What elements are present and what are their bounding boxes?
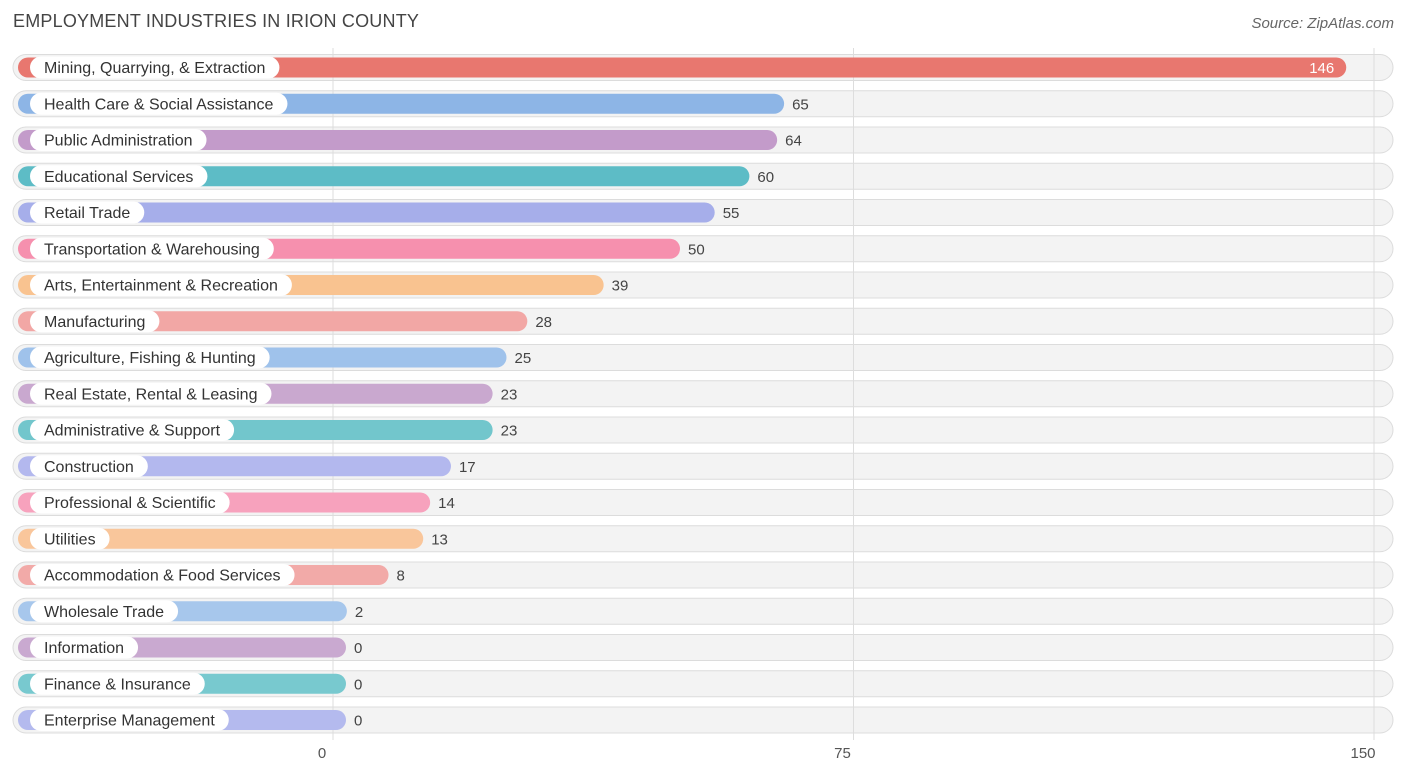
category-label-pill bbox=[30, 346, 270, 369]
bar-row: Wholesale Trade 2 bbox=[18, 600, 363, 623]
bar-row: Construction 17 bbox=[18, 455, 476, 478]
x-tick-label: 0 bbox=[318, 745, 326, 762]
value-label: 17 bbox=[459, 459, 476, 476]
category-label: Administrative & Support bbox=[44, 423, 221, 440]
value-label: 60 bbox=[757, 169, 774, 186]
category-label-pill bbox=[30, 709, 229, 731]
bar-row: Professional & Scientific 14 bbox=[18, 491, 455, 514]
category-label-pill bbox=[30, 56, 280, 79]
chart-title: EMPLOYMENT INDUSTRIES IN IRION COUNTY bbox=[13, 11, 420, 31]
value-label: 50 bbox=[688, 241, 705, 258]
category-label: Real Estate, Rental & Leasing bbox=[44, 386, 257, 403]
bar[interactable] bbox=[18, 57, 1347, 78]
bar-row: Accommodation & Food Services 8 bbox=[18, 564, 405, 586]
value-label: 146 bbox=[1309, 60, 1334, 77]
bar-row: Information 0 bbox=[18, 636, 362, 659]
category-label: Construction bbox=[44, 459, 134, 476]
bar-row: Public Administration 64 bbox=[18, 129, 802, 151]
category-label-pill bbox=[30, 600, 179, 623]
value-label: 65 bbox=[792, 96, 809, 113]
category-label-pill bbox=[30, 129, 207, 151]
category-label-pill bbox=[30, 564, 295, 586]
bar-row: Transportation & Warehousing 50 bbox=[18, 237, 705, 260]
value-label: 23 bbox=[501, 423, 518, 440]
category-label-pill bbox=[30, 165, 208, 188]
value-label: 23 bbox=[501, 386, 518, 403]
value-label: 0 bbox=[354, 676, 362, 693]
category-label-pill bbox=[30, 419, 235, 441]
bar-row: Arts, Entertainment & Recreation 39 bbox=[18, 274, 628, 296]
bar-row: Health Care & Social Assistance 65 bbox=[18, 92, 809, 115]
bar-row: Mining, Quarrying, & Extraction 146 bbox=[18, 56, 1347, 79]
value-label: 13 bbox=[431, 531, 448, 548]
category-label-pill bbox=[30, 636, 139, 659]
category-label: Retail Trade bbox=[44, 205, 130, 222]
bar-row: Agriculture, Fishing & Hunting 25 bbox=[18, 346, 532, 369]
source-label: Source: ZipAtlas.com bbox=[1251, 15, 1394, 32]
category-label: Public Administration bbox=[44, 133, 193, 150]
value-label: 0 bbox=[354, 713, 362, 730]
category-label: Agriculture, Fishing & Hunting bbox=[44, 350, 256, 367]
category-label-pill bbox=[30, 527, 110, 550]
value-label: 55 bbox=[723, 205, 740, 222]
bar-row: Administrative & Support 23 bbox=[18, 419, 517, 441]
row-track bbox=[12, 634, 1394, 661]
category-label: Transportation & Warehousing bbox=[44, 241, 260, 258]
value-label: 64 bbox=[785, 133, 802, 150]
bar[interactable] bbox=[18, 528, 424, 549]
category-label: Professional & Scientific bbox=[44, 495, 216, 512]
category-label-pill bbox=[30, 274, 292, 296]
category-label: Mining, Quarrying, & Extraction bbox=[44, 60, 265, 77]
category-label: Enterprise Management bbox=[44, 713, 215, 730]
value-label: 8 bbox=[397, 568, 405, 585]
x-tick-label: 75 bbox=[834, 745, 851, 762]
bar[interactable] bbox=[18, 130, 778, 150]
bar-row: Real Estate, Rental & Leasing 23 bbox=[18, 382, 518, 405]
value-label: 39 bbox=[612, 278, 629, 295]
value-label: 0 bbox=[354, 640, 362, 657]
bar-row: Manufacturing 28 bbox=[18, 310, 552, 333]
category-label: Educational Services bbox=[44, 169, 193, 186]
value-label: 2 bbox=[355, 604, 363, 621]
value-label: 14 bbox=[438, 495, 455, 512]
category-label: Wholesale Trade bbox=[44, 604, 164, 621]
bar-row: Educational Services 60 bbox=[18, 165, 774, 188]
bar-row: Retail Trade 55 bbox=[18, 201, 740, 224]
category-label-pill bbox=[30, 201, 145, 224]
category-label-pill bbox=[30, 237, 274, 260]
x-tick-label: 150 bbox=[1350, 745, 1375, 762]
bar-row: Utilities 13 bbox=[18, 527, 448, 550]
row-track bbox=[12, 597, 1394, 625]
category-label: Information bbox=[44, 640, 124, 657]
category-label-pill bbox=[30, 382, 272, 405]
value-label: 28 bbox=[535, 314, 552, 331]
value-label: 25 bbox=[515, 350, 532, 367]
category-label-pill bbox=[30, 92, 288, 115]
category-label-pill bbox=[30, 491, 230, 514]
category-label: Arts, Entertainment & Recreation bbox=[44, 278, 278, 295]
bar-row: Finance & Insurance 0 bbox=[18, 672, 362, 695]
category-label: Finance & Insurance bbox=[44, 676, 191, 693]
category-label: Health Care & Social Assistance bbox=[44, 96, 274, 113]
category-label-pill bbox=[30, 672, 205, 695]
category-label: Accommodation & Food Services bbox=[44, 568, 281, 585]
row-track bbox=[12, 706, 1394, 734]
category-label-pill bbox=[30, 455, 148, 478]
bar-row: Enterprise Management 0 bbox=[18, 709, 362, 731]
category-label: Utilities bbox=[44, 531, 96, 548]
category-label-pill bbox=[30, 310, 160, 333]
category-label: Manufacturing bbox=[44, 314, 145, 331]
bar[interactable] bbox=[18, 202, 715, 223]
row-track bbox=[12, 670, 1394, 698]
